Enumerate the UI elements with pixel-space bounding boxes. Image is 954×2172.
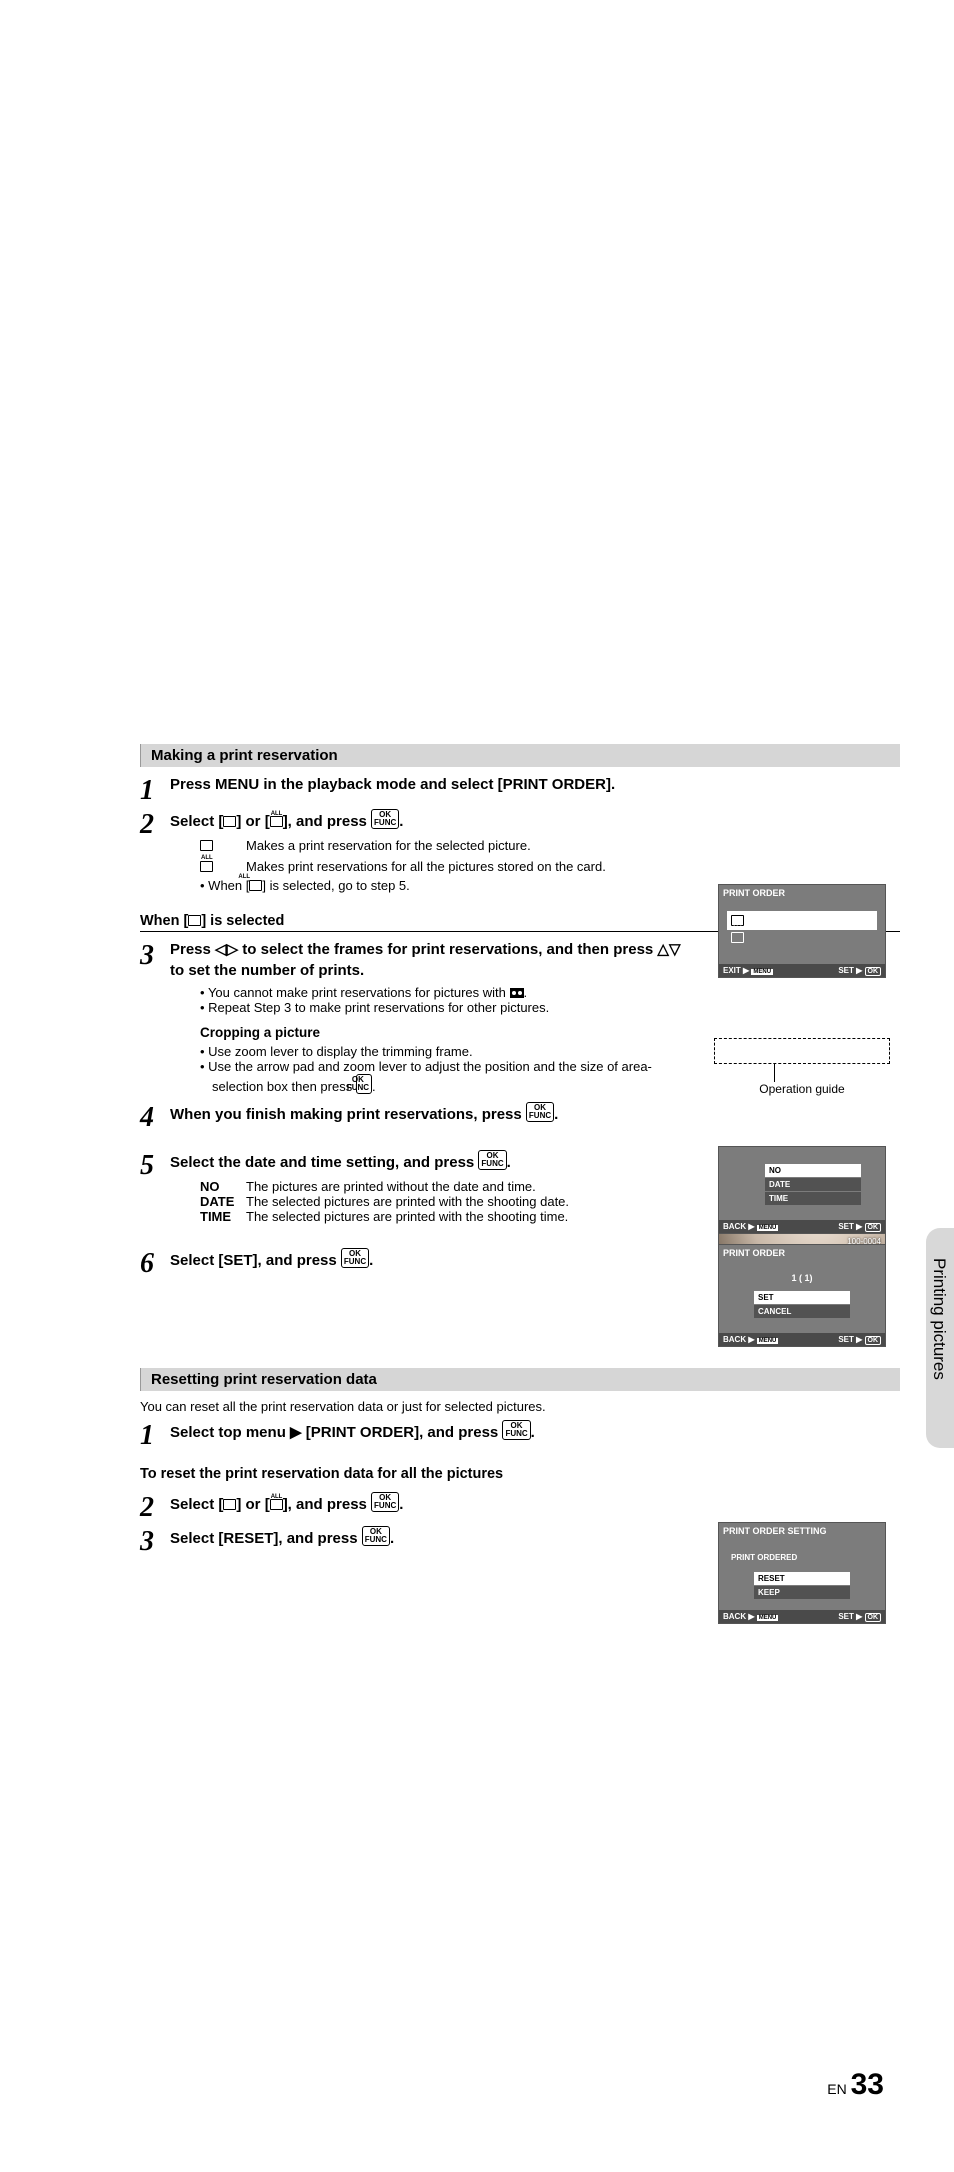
step-3-bullets: You cannot make print reservations for p…	[200, 985, 690, 1015]
option-no: NO	[765, 1164, 861, 1177]
step-number: 1	[140, 1420, 170, 1450]
step-number: 6	[140, 1248, 170, 1278]
ok-func-icon: OKFUNC	[362, 1526, 390, 1546]
icon-desc-single: Makes a print reservation for the select…	[200, 838, 900, 853]
screen-date-time: NO DATE TIME BACK ▶ MENU SET ▶ OK	[718, 1146, 886, 1234]
ok-func-icon: OKFUNC	[526, 1102, 554, 1122]
step-number: 2	[140, 809, 170, 839]
option-date: DATE	[765, 1178, 861, 1191]
ok-func-icon: OKFUNC	[371, 1492, 399, 1512]
screen-footer: EXIT ▶ MENU SET ▶ OK	[719, 964, 885, 977]
option-time: TIME	[765, 1192, 861, 1205]
icon-desc-all: Makes print reservations for all the pic…	[200, 859, 900, 874]
step-number: 3	[140, 940, 170, 970]
cropping-head: Cropping a picture	[200, 1025, 690, 1040]
section-resetting: Resetting print reservation data	[140, 1368, 900, 1391]
step-1: 1 Press MENU in the playback mode and se…	[140, 775, 900, 805]
print-ordered-label: PRINT ORDERED	[731, 1553, 875, 1562]
step-4-title: When you finish making print reservation…	[170, 1102, 900, 1125]
print-counter: 1 ( 1)	[729, 1273, 875, 1283]
reset-step-1-title: Select top menu ▶ [PRINT ORDER], and pre…	[170, 1420, 900, 1443]
option-cancel: CANCEL	[754, 1305, 850, 1318]
reset-step-1: 1 Select top menu ▶ [PRINT ORDER], and p…	[140, 1420, 900, 1450]
single-print-icon	[731, 915, 744, 926]
section-making-reservation: Making a print reservation	[140, 744, 900, 767]
step-3-title: Press ◁▷ to select the frames for print …	[170, 940, 690, 981]
option-reset: RESET	[754, 1572, 850, 1585]
reset-step-2-title: Select [] or [], and press OKFUNC.	[170, 1492, 900, 1515]
screen-reset-keep: PRINT ORDER SETTING PRINT ORDERED RESET …	[718, 1522, 886, 1624]
step-2-title: Select [] or [], and press OKFUNC.	[170, 809, 900, 832]
step-number: 2	[140, 1492, 170, 1522]
single-print-icon	[188, 915, 201, 926]
screen-title: PRINT ORDER SETTING	[719, 1523, 885, 1539]
option-keep: KEEP	[754, 1586, 850, 1599]
reset-all-head: To reset the print reservation data for …	[140, 1466, 900, 1484]
step-number: 3	[140, 1526, 170, 1556]
screen-footer: BACK ▶ MENU SET ▶ OK	[719, 1610, 885, 1623]
single-print-icon	[200, 840, 213, 851]
page-number: EN 33	[827, 2068, 884, 2102]
side-tab-label: Printing pictures	[929, 1258, 949, 1380]
option-set: SET	[754, 1291, 850, 1304]
step-number: 4	[140, 1102, 170, 1132]
screen-title: PRINT ORDER	[719, 1245, 885, 1261]
screen-footer: BACK ▶ MENU SET ▶ OK	[719, 1333, 885, 1346]
single-print-icon	[223, 1499, 236, 1510]
ok-func-icon: OKFUNC	[478, 1150, 506, 1170]
single-print-icon	[223, 816, 236, 827]
all-print-icon	[249, 880, 262, 891]
all-print-icon	[270, 816, 283, 827]
reset-step-2: 2 Select [] or [], and press OKFUNC.	[140, 1492, 900, 1522]
operation-guide-label: Operation guide	[718, 1082, 886, 1096]
step-number: 1	[140, 775, 170, 805]
ok-func-icon: OKFUNC	[502, 1420, 530, 1440]
ok-func-icon: OKFUNC	[371, 809, 399, 829]
ok-func-icon: OKFUNC	[356, 1074, 372, 1094]
ok-func-icon: OKFUNC	[341, 1248, 369, 1268]
screen-title: PRINT ORDER	[719, 885, 885, 901]
screen-footer: BACK ▶ MENU SET ▶ OK	[719, 1220, 885, 1233]
cropping-bullets: Use zoom lever to display the trimming f…	[200, 1044, 690, 1094]
reset-intro: You can reset all the print reservation …	[140, 1399, 900, 1414]
all-print-icon	[200, 861, 213, 872]
screen-print-order: PRINT ORDER EXIT ▶ MENU SET ▶ OK	[718, 884, 886, 978]
step-number: 5	[140, 1150, 170, 1180]
all-print-icon	[270, 1499, 283, 1510]
screen-set-cancel: PRINT ORDER 1 ( 1) SET CANCEL BACK ▶ MEN…	[718, 1244, 886, 1347]
step-1-title: Press MENU in the playback mode and sele…	[170, 775, 900, 795]
movie-icon	[510, 988, 524, 998]
step-4: 4 When you finish making print reservati…	[140, 1102, 900, 1132]
all-print-icon	[731, 932, 744, 943]
